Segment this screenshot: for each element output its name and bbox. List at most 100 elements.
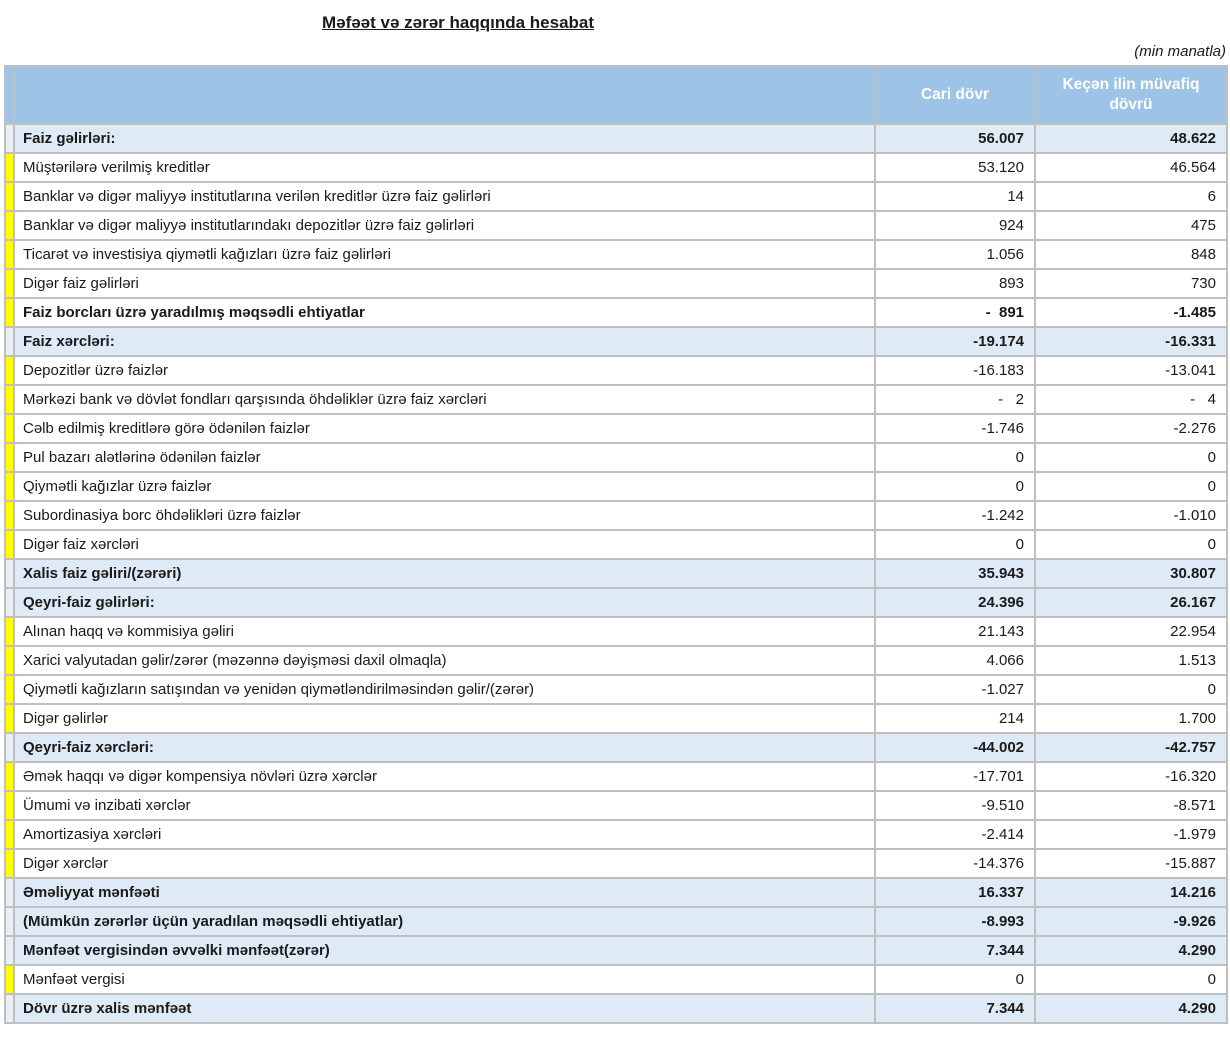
- row-label: Qiymətli kağızlar üzrə faizlər: [13, 471, 876, 502]
- row-label: Banklar və digər maliyyə institutlarına …: [13, 181, 876, 212]
- row-marker: [4, 906, 15, 937]
- row-marker: [4, 384, 15, 415]
- table-row: Xarici valyutadan gəlir/zərər (məzənnə d…: [4, 645, 1228, 676]
- value-previous: 0: [1034, 529, 1228, 560]
- row-marker: [4, 268, 15, 299]
- value-previous: 46.564: [1034, 152, 1228, 183]
- value-previous: 14.216: [1034, 877, 1228, 908]
- table-row: Subordinasiya borc öhdəlikləri üzrə faiz…: [4, 500, 1228, 531]
- row-label: Banklar və digər maliyyə institutlarında…: [13, 210, 876, 241]
- row-marker: [4, 761, 15, 792]
- row-label: Ümumi və inzibati xərclər: [13, 790, 876, 821]
- row-label: Mənfəət vergisi: [13, 964, 876, 995]
- row-label: Mənfəət vergisindən əvvəlki mənfəət(zərə…: [13, 935, 876, 966]
- row-label: Amortizasiya xərcləri: [13, 819, 876, 850]
- value-previous: 0: [1034, 442, 1228, 473]
- row-marker: [4, 355, 15, 386]
- row-marker: [4, 819, 15, 850]
- table-row: Alınan haqq və kommisiya gəliri 21.143 2…: [4, 616, 1228, 647]
- table-row: Əmək haqqı və digər kompensiya növləri ü…: [4, 761, 1228, 792]
- row-label: Müştərilərə verilmiş kreditlər: [13, 152, 876, 183]
- row-label: Xalis faiz gəliri/(zərəri): [13, 558, 876, 589]
- value-previous: -8.571: [1034, 790, 1228, 821]
- table-row: Ümumi və inzibati xərclər -9.510 -8.571: [4, 790, 1228, 821]
- value-previous: 22.954: [1034, 616, 1228, 647]
- value-previous: -1.485: [1034, 297, 1228, 328]
- table-row: Digər gəlirlər 214 1.700: [4, 703, 1228, 734]
- header-marker-cell: [4, 65, 15, 125]
- row-marker: [4, 181, 15, 212]
- value-previous: 48.622: [1034, 123, 1228, 154]
- row-label: Ticarət və investisiya qiymətli kağızlar…: [13, 239, 876, 270]
- value-previous: 475: [1034, 210, 1228, 241]
- value-previous: 26.167: [1034, 587, 1228, 618]
- row-label: Qeyri-faiz xərcləri:: [13, 732, 876, 763]
- row-label: Qeyri-faiz gəlirləri:: [13, 587, 876, 618]
- value-current: 56.007: [874, 123, 1036, 154]
- table-row: Banklar və digər maliyyə institutlarına …: [4, 181, 1228, 212]
- row-label: Cəlb edilmiş kreditlərə görə ödənilən fa…: [13, 413, 876, 444]
- value-current: - 891: [874, 297, 1036, 328]
- table-row: Faiz borcları üzrə yaradılmış məqsədli e…: [4, 297, 1228, 328]
- table-row: Depozitlər üzrə faizlər -16.183 -13.041: [4, 355, 1228, 386]
- table-row: Ticarət və investisiya qiymətli kağızlar…: [4, 239, 1228, 270]
- value-current: 924: [874, 210, 1036, 241]
- value-previous: -1.010: [1034, 500, 1228, 531]
- value-previous: -2.276: [1034, 413, 1228, 444]
- row-marker: [4, 732, 15, 763]
- value-current: 7.344: [874, 935, 1036, 966]
- table-row: Faiz gəlirləri: 56.007 48.622: [4, 123, 1228, 154]
- table-row: Dövr üzrə xalis mənfəət 7.344 4.290: [4, 993, 1228, 1024]
- table-row: (Mümkün zərərlər üçün yaradılan məqsədli…: [4, 906, 1228, 937]
- value-current: - 2: [874, 384, 1036, 415]
- row-marker: [4, 587, 15, 618]
- row-label: Faiz gəlirləri:: [13, 123, 876, 154]
- income-statement-table: Cari dövr Keçən ilin müvafiq dövrü Faiz …: [4, 65, 1228, 1024]
- row-marker: [4, 703, 15, 734]
- value-current: -1.746: [874, 413, 1036, 444]
- row-marker: [4, 152, 15, 183]
- value-previous: 0: [1034, 674, 1228, 705]
- value-previous: -1.979: [1034, 819, 1228, 850]
- row-marker: [4, 442, 15, 473]
- value-current: 16.337: [874, 877, 1036, 908]
- row-marker: [4, 616, 15, 647]
- row-label: Əməliyyat mənfəəti: [13, 877, 876, 908]
- table-row: Faiz xərcləri: -19.174 -16.331: [4, 326, 1228, 357]
- value-previous: 0: [1034, 964, 1228, 995]
- value-previous: 4.290: [1034, 993, 1228, 1024]
- value-current: 4.066: [874, 645, 1036, 676]
- value-current: -16.183: [874, 355, 1036, 386]
- value-current: 1.056: [874, 239, 1036, 270]
- row-marker: [4, 413, 15, 444]
- row-label: Alınan haqq və kommisiya gəliri: [13, 616, 876, 647]
- header-label-cell: [13, 65, 876, 125]
- value-current: -2.414: [874, 819, 1036, 850]
- value-previous: 730: [1034, 268, 1228, 299]
- row-marker: [4, 471, 15, 502]
- value-previous: -13.041: [1034, 355, 1228, 386]
- value-current: 893: [874, 268, 1036, 299]
- row-marker: [4, 500, 15, 531]
- value-current: -19.174: [874, 326, 1036, 357]
- row-label: Dövr üzrə xalis mənfəət: [13, 993, 876, 1024]
- value-current: 24.396: [874, 587, 1036, 618]
- value-previous: 0: [1034, 471, 1228, 502]
- row-marker: [4, 239, 15, 270]
- column-header-previous: Keçən ilin müvafiq dövrü: [1034, 65, 1228, 125]
- value-previous: 4.290: [1034, 935, 1228, 966]
- column-header-current: Cari dövr: [874, 65, 1036, 125]
- value-previous: -42.757: [1034, 732, 1228, 763]
- table-row: Müştərilərə verilmiş kreditlər 53.120 46…: [4, 152, 1228, 183]
- row-marker: [4, 848, 15, 879]
- value-current: -8.993: [874, 906, 1036, 937]
- row-marker: [4, 123, 15, 154]
- value-current: -1.242: [874, 500, 1036, 531]
- value-current: 7.344: [874, 993, 1036, 1024]
- row-marker: [4, 674, 15, 705]
- row-label: Xarici valyutadan gəlir/zərər (məzənnə d…: [13, 645, 876, 676]
- row-label: Faiz borcları üzrə yaradılmış məqsədli e…: [13, 297, 876, 328]
- row-marker: [4, 790, 15, 821]
- row-marker: [4, 993, 15, 1024]
